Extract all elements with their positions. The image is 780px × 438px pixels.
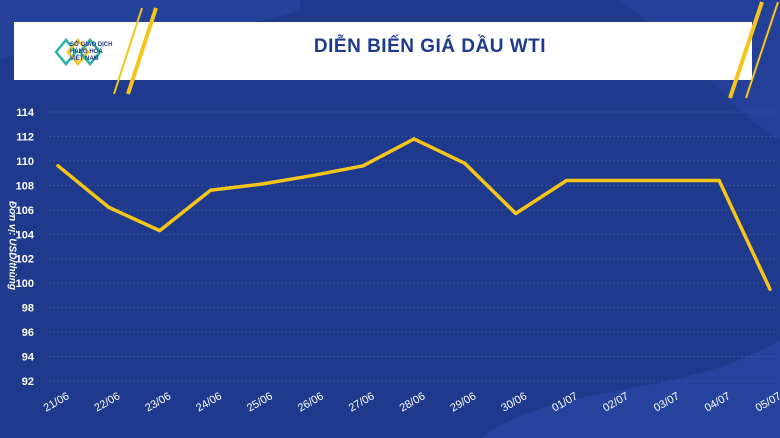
- logo-line: HÀNG HÓA: [70, 49, 103, 55]
- y-tick-label: 112: [16, 131, 34, 143]
- y-tick-label: 106: [16, 205, 34, 217]
- x-tick-label: 29/06: [448, 390, 478, 414]
- data-point: [615, 178, 620, 183]
- y-tick-label: 110: [16, 156, 34, 168]
- accent-stripes-right: [728, 1, 779, 99]
- x-tick-label: 30/06: [499, 390, 529, 414]
- accent-stripes-left: [113, 7, 158, 95]
- data-point: [514, 211, 518, 216]
- x-tick-label: 22/06: [92, 390, 122, 414]
- data-point: [208, 188, 213, 192]
- data-point: [666, 178, 670, 183]
- logo-line: SỞ GIAO DỊCH: [70, 42, 113, 48]
- x-tick-label: 25/06: [245, 390, 275, 414]
- x-tick-label: 28/06: [398, 390, 428, 414]
- data-point: [259, 182, 264, 186]
- y-tick-label: 100: [16, 278, 34, 290]
- data-point: [717, 178, 721, 183]
- y-tick-label: 108: [16, 180, 34, 192]
- x-tick-label: 02/07: [601, 390, 631, 414]
- data-point: [310, 173, 314, 178]
- logo-line: VIỆT NAM: [70, 56, 99, 62]
- data-point: [107, 205, 111, 209]
- x-tick-label: 26/06: [296, 390, 326, 414]
- data-point: [768, 287, 772, 291]
- x-tick-label: 23/06: [143, 390, 173, 414]
- data-point: [564, 178, 569, 183]
- y-tick-label: 96: [22, 327, 34, 339]
- y-tick-label: 104: [16, 229, 35, 241]
- y-tick-label: 98: [22, 303, 34, 315]
- data-point: [361, 164, 365, 168]
- chart-title: DIỄN BIẾN GIÁ DẦU WTI: [313, 36, 547, 57]
- x-tick-label: 05/07: [754, 390, 780, 414]
- logo-mark: [54, 38, 102, 66]
- x-tick-label: 27/06: [347, 390, 377, 414]
- x-tick-label: 24/06: [194, 390, 224, 414]
- y-tick-label: 94: [22, 352, 35, 364]
- data-point: [463, 161, 467, 165]
- y-tick-label: 92: [22, 376, 34, 388]
- y-tick-label: 102: [16, 254, 34, 266]
- logo-text: SỞ GIAO DỊCH HÀNG HÓA VIỆT NAM: [70, 42, 140, 63]
- data-point: [412, 137, 416, 141]
- x-tick-label: 01/07: [550, 390, 580, 414]
- x-tick-label: 04/07: [703, 390, 733, 414]
- x-tick-label: 21/06: [42, 390, 72, 414]
- x-tick-label: 03/07: [652, 390, 682, 414]
- y-tick-label: 114: [16, 107, 35, 119]
- data-point: [56, 164, 60, 168]
- data-point: [158, 229, 162, 233]
- series-line: [56, 137, 772, 292]
